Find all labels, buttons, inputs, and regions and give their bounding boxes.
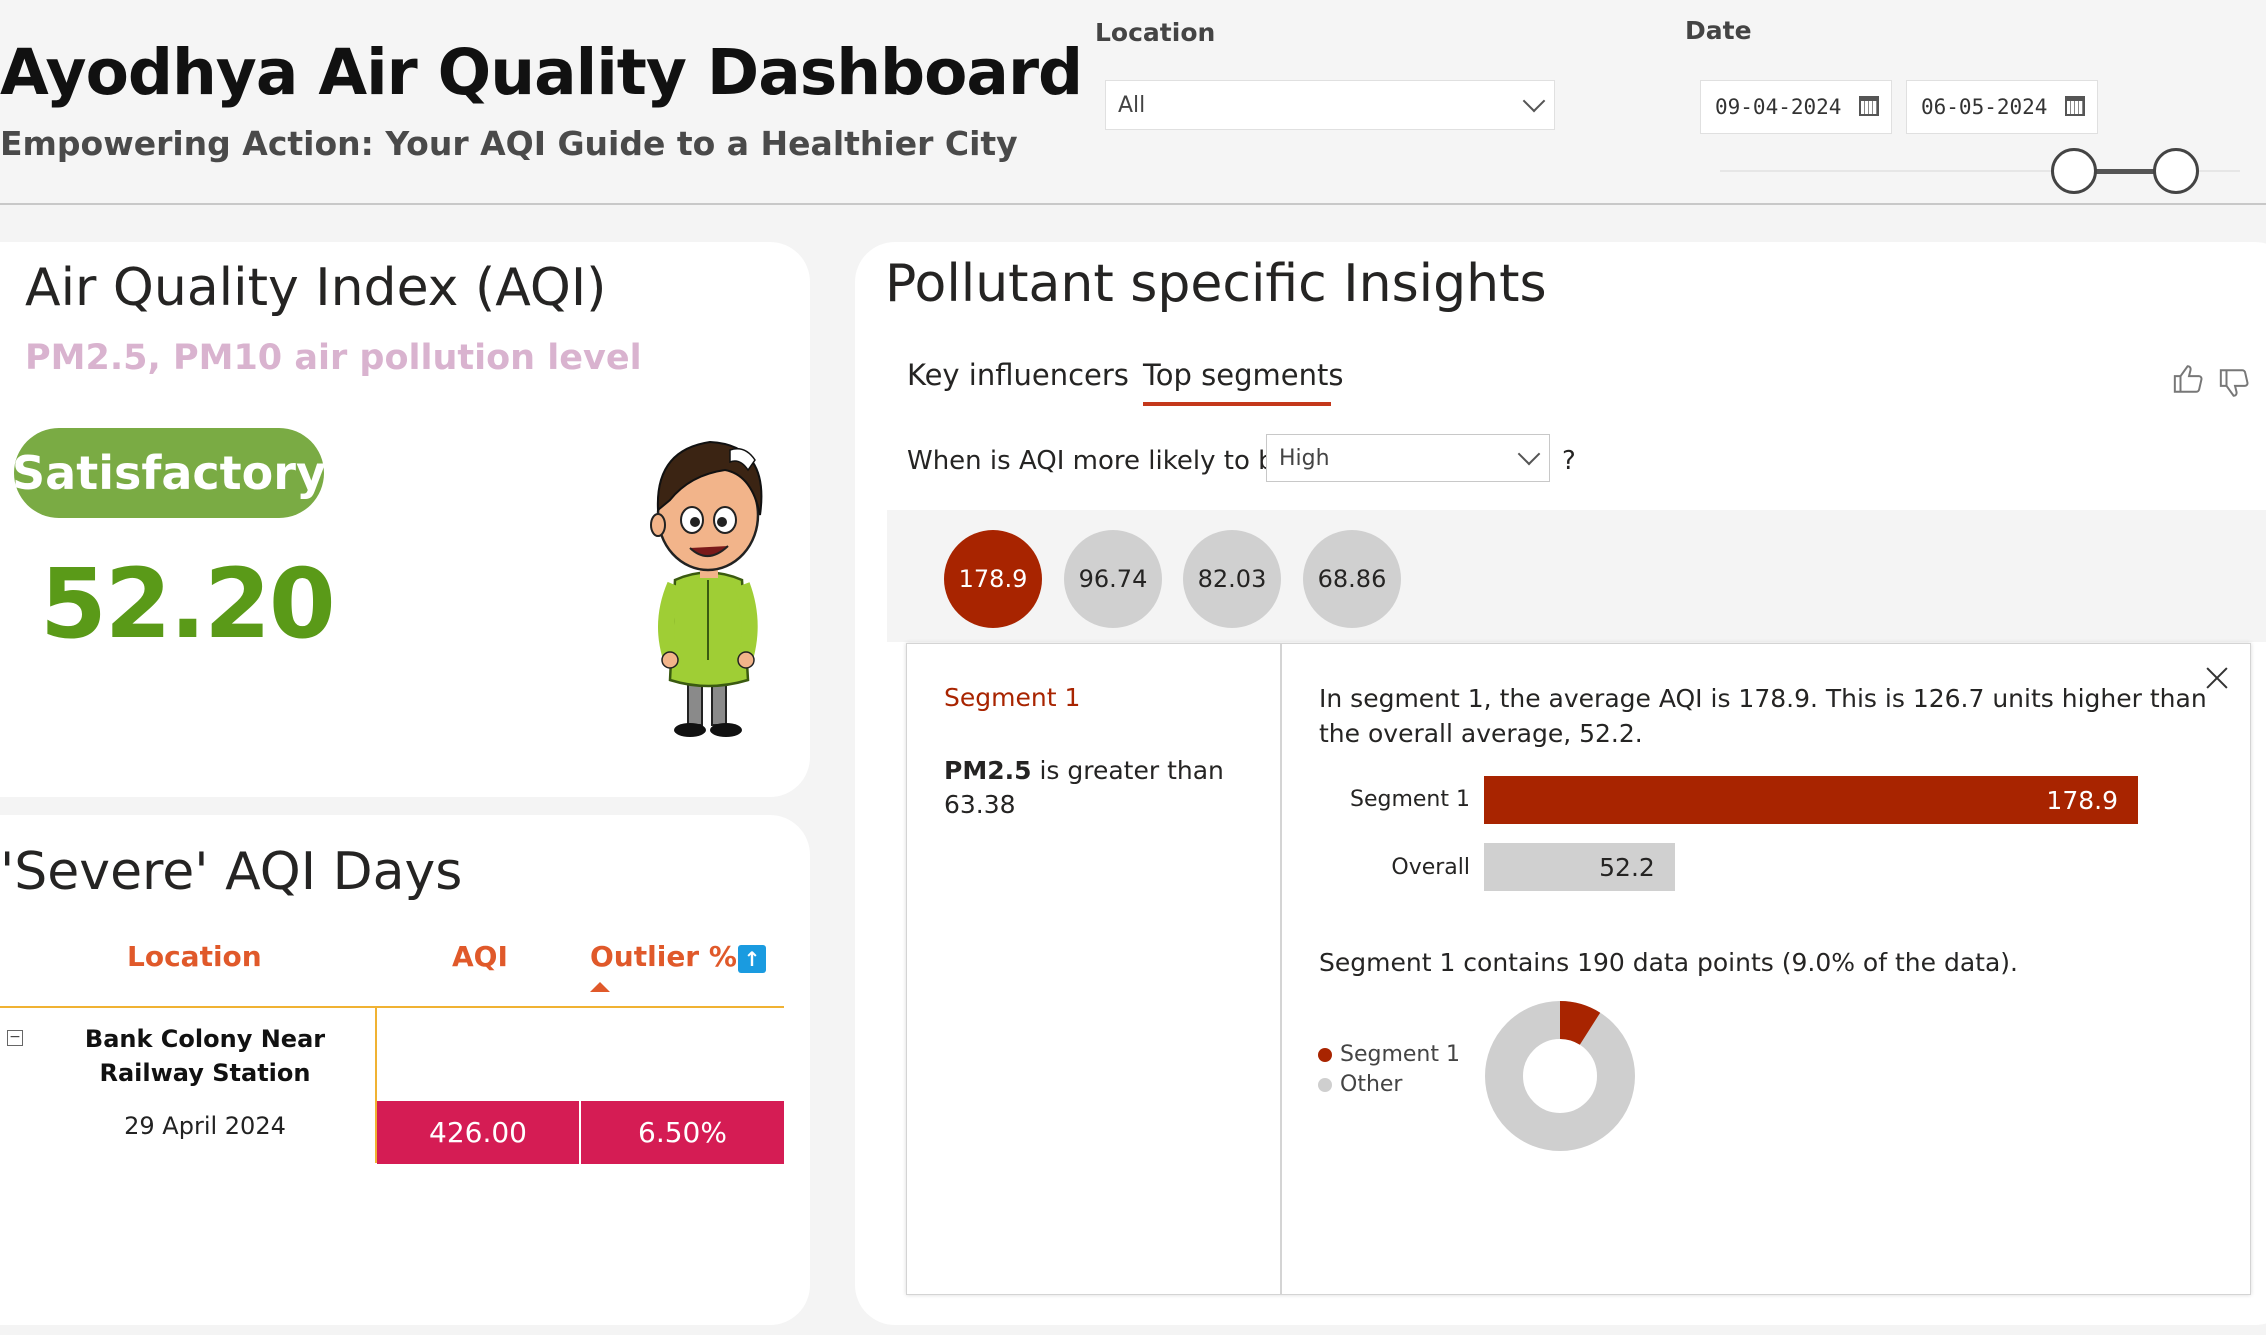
chevron-down-icon bbox=[1517, 442, 1541, 466]
date-slider-end-handle[interactable] bbox=[2153, 148, 2199, 194]
tab-key-influencers[interactable]: Key influencers bbox=[907, 358, 1129, 392]
page-subtitle: Empowering Action: Your AQI Guide to a H… bbox=[0, 124, 1018, 163]
table-cell-outlier: 6.50% bbox=[581, 1101, 784, 1164]
bar-overall: 52.2 bbox=[1484, 843, 1675, 891]
dashboard-header: Ayodhya Air Quality Dashboard Empowering… bbox=[0, 0, 2266, 205]
segment-bubble[interactable]: 96.74 bbox=[1064, 530, 1162, 628]
segment-bubble[interactable]: 68.86 bbox=[1303, 530, 1401, 628]
legend-dot bbox=[1318, 1077, 1332, 1092]
bar-label-overall: Overall bbox=[1391, 855, 1470, 880]
thumbs-up-icon[interactable] bbox=[2172, 362, 2206, 396]
date-slider-range bbox=[2074, 169, 2176, 174]
column-header-aqi[interactable]: AQI bbox=[452, 940, 508, 973]
segment-condition-field: PM2.5 bbox=[944, 756, 1032, 785]
calendar-icon[interactable] bbox=[1859, 96, 1879, 116]
location-dropdown-value: All bbox=[1118, 92, 1146, 118]
segment-panel-divider bbox=[1280, 643, 1282, 1295]
column-header-location[interactable]: Location bbox=[127, 940, 262, 973]
upload-info-icon[interactable]: ↑ bbox=[738, 945, 766, 973]
chevron-down-icon bbox=[1522, 89, 1546, 113]
legend-label: Segment 1 bbox=[1340, 1042, 1460, 1067]
segment-bubble[interactable]: 178.9 bbox=[944, 530, 1042, 628]
calendar-icon[interactable] bbox=[2065, 96, 2085, 116]
table-row-date: 29 April 2024 bbox=[124, 1112, 286, 1140]
end-date-value: 06-05-2024 bbox=[1921, 95, 2048, 119]
legend-dot bbox=[1318, 1047, 1332, 1062]
end-date-input[interactable]: 06-05-2024 bbox=[1906, 80, 2098, 134]
aqi-card-title: Air Quality Index (AQI) bbox=[25, 258, 607, 318]
segment-detail-panel bbox=[906, 643, 2251, 1295]
aqi-level-value: High bbox=[1279, 445, 1330, 471]
segment-description: In segment 1, the average AQI is 178.9. … bbox=[1319, 684, 2207, 748]
segment-question: When is AQI more likely to be bbox=[907, 446, 1291, 476]
table-cell-aqi: 426.00 bbox=[377, 1101, 579, 1164]
segment-count-text: Segment 1 contains 190 data points (9.0%… bbox=[1319, 948, 2018, 977]
table-column-divider bbox=[375, 1008, 377, 1163]
legend-item-other: Other bbox=[1318, 1072, 1402, 1097]
mascot-illustration bbox=[650, 440, 763, 737]
location-dropdown[interactable]: All bbox=[1105, 80, 1555, 130]
aqi-status-badge: Satisfactory bbox=[12, 428, 326, 518]
tab-top-segments[interactable]: Top segments bbox=[1143, 358, 1344, 392]
aqi-card-subtitle: PM2.5, PM10 air pollution level bbox=[25, 338, 642, 378]
date-slider-track[interactable] bbox=[1720, 170, 2240, 172]
donut-slice-segment bbox=[1485, 1001, 1635, 1151]
segment-title: Segment 1 bbox=[944, 683, 1081, 712]
column-header-outlier[interactable]: Outlier % bbox=[590, 940, 737, 973]
bar-value-segment: 178.9 bbox=[2046, 785, 2118, 815]
date-slicer-label: Date bbox=[1685, 16, 1752, 45]
segment-condition: PM2.5 is greater than 63.38 bbox=[944, 754, 1244, 822]
question-mark: ? bbox=[1562, 446, 1576, 476]
table-header-divider bbox=[0, 1006, 784, 1008]
severe-days-card bbox=[0, 815, 810, 1325]
legend-label: Other bbox=[1340, 1072, 1403, 1097]
pollutant-card-title: Pollutant specific Insights bbox=[885, 254, 1547, 314]
aqi-value: 52.20 bbox=[40, 548, 336, 660]
start-date-input[interactable]: 09-04-2024 bbox=[1700, 80, 1892, 134]
page-title: Ayodhya Air Quality Dashboard bbox=[0, 36, 1083, 109]
thumbs-down-icon[interactable] bbox=[2218, 366, 2252, 400]
bar-value-overall: 52.2 bbox=[1599, 852, 1655, 882]
location-slicer-label: Location bbox=[1095, 18, 1216, 47]
date-slider-start-handle[interactable] bbox=[2051, 148, 2097, 194]
segment-condition-text: is greater than 63.38 bbox=[944, 756, 1224, 819]
active-tab-indicator bbox=[1143, 402, 1331, 406]
table-row-location: Bank Colony Near Railway Station bbox=[84, 1025, 326, 1087]
start-date-value: 09-04-2024 bbox=[1715, 95, 1842, 119]
sort-ascending-icon[interactable] bbox=[590, 982, 610, 992]
segment-bubble[interactable]: 82.03 bbox=[1183, 530, 1281, 628]
legend-item-segment: Segment 1 bbox=[1318, 1042, 1460, 1067]
segment-share-donut bbox=[1485, 1001, 1635, 1151]
collapse-row-icon[interactable]: − bbox=[7, 1030, 23, 1046]
bar-segment: 178.9 bbox=[1484, 776, 2138, 824]
aqi-level-dropdown[interactable]: High bbox=[1266, 434, 1550, 482]
bar-label-segment: Segment 1 bbox=[1350, 787, 1470, 812]
severe-days-title: 'Severe' AQI Days bbox=[0, 842, 463, 902]
